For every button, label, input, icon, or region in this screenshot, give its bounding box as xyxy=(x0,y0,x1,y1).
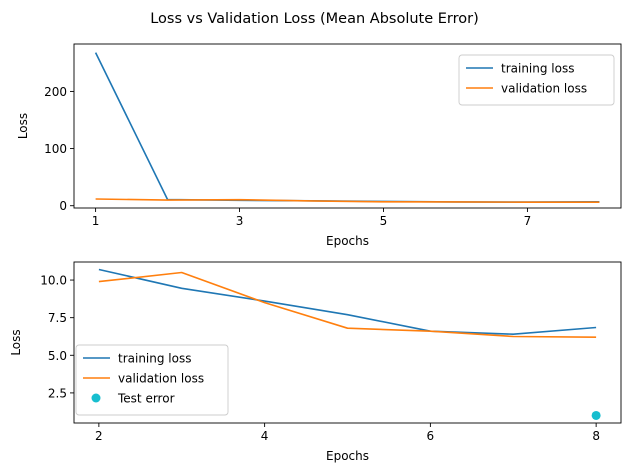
axes-frame xyxy=(73,43,622,209)
series-line-validation-loss xyxy=(95,198,600,203)
test-error-point xyxy=(591,410,601,420)
series-line-validation-loss xyxy=(98,271,597,338)
legend-entry-label: training loss xyxy=(118,352,191,366)
legend-entry-label: validation loss xyxy=(118,372,204,386)
x-tick-label: 7 xyxy=(524,214,532,228)
legend-box xyxy=(458,54,615,106)
x-axis-label: Epochs xyxy=(326,449,369,463)
y-tick-label: 100 xyxy=(44,142,67,156)
legend-entry-label: validation loss xyxy=(501,82,587,96)
x-tick-label: 6 xyxy=(427,429,435,443)
x-tick-label: 5 xyxy=(380,214,388,228)
y-tick-label: 200 xyxy=(44,85,67,99)
legend-entry-label: training loss xyxy=(501,62,574,76)
legend: training loss validation loss Test error xyxy=(75,344,229,416)
x-tick-label: 3 xyxy=(236,214,244,228)
top-subplot: 1 3 5 7 0 100 200 Epochs Loss training loss valida… xyxy=(16,43,622,248)
legend-box xyxy=(75,344,229,416)
axes-frame xyxy=(73,261,622,424)
y-tick-label: 0 xyxy=(59,199,67,213)
x-tick-label: 1 xyxy=(92,214,100,228)
x-axis-label: Epochs xyxy=(326,234,369,248)
x-tick-label: 2 xyxy=(95,429,103,443)
y-axis-label: Loss xyxy=(16,113,30,139)
legend-marker-swatch xyxy=(91,393,101,403)
y-tick-label: 10.0 xyxy=(40,274,67,288)
bottom-subplot: 2 4 6 8 2.5 5.0 7.5 10.0 Epochs Loss training loss… xyxy=(9,261,622,463)
legend: training loss validation loss xyxy=(458,54,615,106)
figure-title: Loss vs Validation Loss (Mean Absolute E… xyxy=(150,11,479,27)
y-tick-label: 2.5 xyxy=(48,386,67,400)
x-tick-label: 8 xyxy=(592,429,600,443)
series-line-training-loss xyxy=(98,268,597,336)
y-tick-label: 7.5 xyxy=(48,311,67,325)
x-tick-label: 4 xyxy=(261,429,269,443)
y-tick-label: 5.0 xyxy=(48,349,67,363)
legend-entry-label: Test error xyxy=(117,392,175,406)
y-axis-label: Loss xyxy=(9,329,23,355)
